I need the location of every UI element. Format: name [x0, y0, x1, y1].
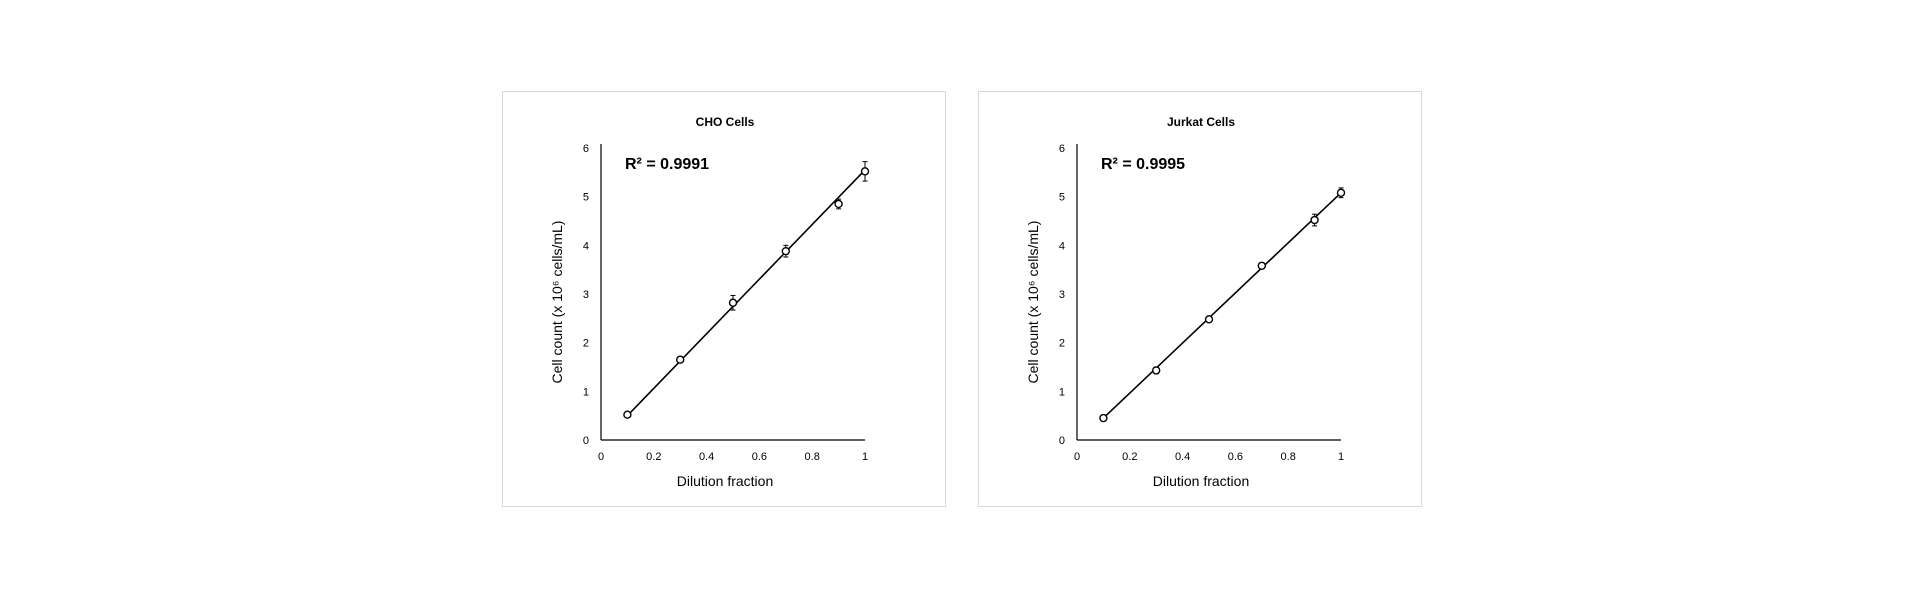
data-point: [1204, 315, 1214, 324]
chart-title: Jurkat Cells: [1167, 115, 1235, 129]
data-point: [1336, 188, 1346, 197]
x-tick-label: 0.4: [699, 451, 714, 463]
data-point: [675, 355, 685, 364]
y-tick-label: 2: [1059, 338, 1065, 350]
data-point: [623, 410, 632, 419]
x-tick-label: 0: [1074, 451, 1080, 463]
y-tick-label: 6: [1059, 143, 1065, 155]
y-tick-label: 3: [583, 289, 589, 301]
data-point: [1151, 366, 1161, 375]
y-tick-label: 0: [1059, 435, 1065, 447]
x-tick-label: 1: [1338, 451, 1344, 463]
data-point: [1099, 413, 1108, 423]
y-tick-label: 1: [1059, 386, 1065, 398]
y-tick-label: 5: [1059, 192, 1065, 204]
r-squared-annotation: R² = 0.9995: [1101, 156, 1185, 173]
x-tick-label: 0.6: [1228, 451, 1243, 463]
chart-panel-jurkat: Jurkat Cells R² = 0.9995 Dilution fracti…: [978, 91, 1422, 507]
y-tick-label: 0: [583, 435, 589, 447]
y-tick-label: 2: [583, 338, 589, 350]
data-point: [781, 246, 790, 256]
x-axis-label: Dilution fraction: [1153, 473, 1250, 489]
y-tick-label: 4: [583, 240, 589, 252]
x-tick-label: 0.4: [1175, 451, 1190, 463]
data-point: [1310, 215, 1319, 225]
y-tick-label: 4: [1059, 240, 1065, 252]
trendline: [1102, 192, 1342, 419]
y-axis-label: Cell count (x 10⁶ cells/mL): [549, 221, 565, 384]
x-tick-label: 0.2: [646, 451, 661, 463]
x-tick-label: 0.6: [752, 451, 767, 463]
y-tick-label: 1: [583, 386, 589, 398]
x-tick-label: 1: [862, 451, 868, 463]
data-point: [1257, 261, 1266, 270]
y-tick-label: 5: [583, 192, 589, 204]
data-point: [860, 167, 870, 176]
y-axis-label: Cell count (x 10⁶ cells/mL): [1025, 221, 1041, 384]
x-tick-label: 0: [598, 451, 604, 463]
data-point: [728, 298, 738, 307]
chart-jurkat-svg: Jurkat Cells R² = 0.9995 Dilution fracti…: [1025, 115, 1346, 489]
y-tick-label: 3: [1059, 289, 1065, 301]
y-tick-label: 6: [583, 143, 589, 155]
x-tick-label: 0.8: [805, 451, 820, 463]
r-squared-annotation: R² = 0.9991: [625, 156, 709, 173]
trendline: [626, 169, 866, 417]
data-point: [834, 199, 843, 209]
x-tick-label: 0.2: [1122, 451, 1137, 463]
chart-panel-cho: CHO Cells R² = 0.9991 Dilution fraction …: [502, 91, 946, 507]
chart-title: CHO Cells: [696, 115, 755, 129]
x-axis-label: Dilution fraction: [677, 473, 774, 489]
x-tick-label: 0.8: [1281, 451, 1296, 463]
chart-cho-svg: CHO Cells R² = 0.9991 Dilution fraction …: [549, 115, 870, 489]
